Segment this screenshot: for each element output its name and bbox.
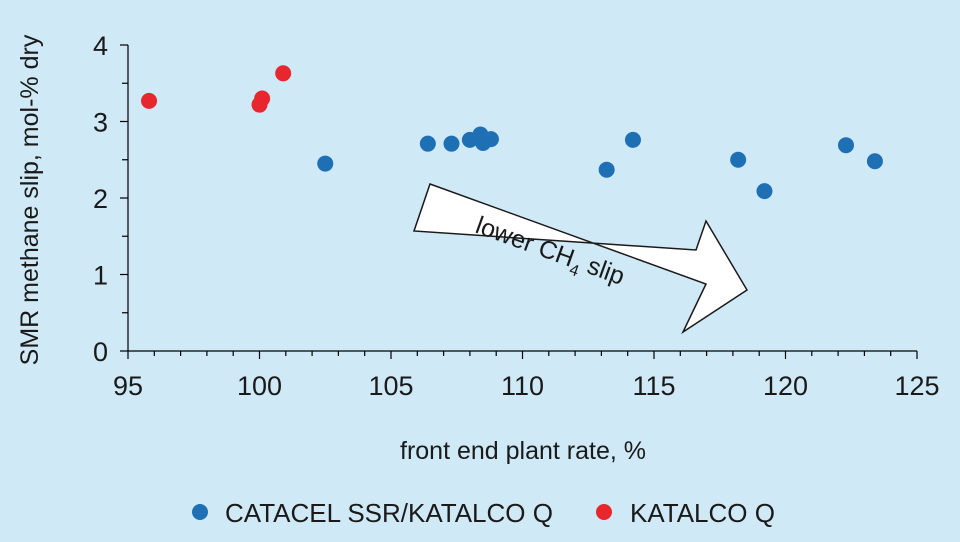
y-tick-label: 4 bbox=[93, 31, 108, 61]
annotation-arrow: lower CH4 slip bbox=[412, 183, 749, 335]
y-tick-label: 3 bbox=[93, 108, 108, 138]
legend-label: KATALCO Q bbox=[630, 498, 775, 528]
x-tick-label: 95 bbox=[113, 371, 143, 401]
x-tick-label: 125 bbox=[894, 371, 939, 401]
point-katalco-q bbox=[141, 92, 158, 109]
data-points bbox=[141, 65, 883, 200]
axes: 0 1 2 3 4 95 100 105 110 115 120 125 bbox=[93, 31, 940, 401]
point-katalco-q bbox=[275, 65, 292, 82]
x-tick-label: 100 bbox=[237, 371, 282, 401]
y-tick-label: 1 bbox=[93, 261, 108, 291]
legend-marker bbox=[192, 504, 208, 520]
x-tick-label: 105 bbox=[368, 371, 413, 401]
legend-label: CATACEL SSR/KATALCO Q bbox=[225, 498, 553, 528]
x-tick-label: 110 bbox=[501, 371, 544, 401]
point-catacel-ssr-katalco-q bbox=[598, 161, 615, 178]
y-tick-label: 2 bbox=[93, 184, 108, 214]
point-catacel-ssr-katalco-q bbox=[419, 135, 436, 152]
annotation-suffix: slip bbox=[577, 249, 628, 290]
x-axis-title: front end plant rate, % bbox=[400, 437, 646, 465]
point-katalco-q bbox=[254, 90, 271, 107]
point-catacel-ssr-katalco-q bbox=[730, 151, 747, 168]
y-tick-label: 0 bbox=[93, 337, 108, 367]
point-catacel-ssr-katalco-q bbox=[443, 135, 460, 152]
arrow-shape bbox=[412, 183, 749, 335]
x-tick-label: 120 bbox=[763, 371, 808, 401]
point-catacel-ssr-katalco-q bbox=[756, 183, 773, 200]
point-catacel-ssr-katalco-q bbox=[317, 155, 334, 172]
legend: CATACEL SSR/KATALCO Q KATALCO Q bbox=[192, 498, 775, 528]
point-catacel-ssr-katalco-q bbox=[482, 131, 499, 148]
point-catacel-ssr-katalco-q bbox=[866, 153, 883, 170]
point-catacel-ssr-katalco-q bbox=[837, 137, 854, 154]
point-catacel-ssr-katalco-q bbox=[624, 131, 641, 148]
y-axis-title: SMR methane slip, mol-% dry bbox=[16, 34, 44, 365]
annotation-label: lower CH4 slip bbox=[470, 211, 628, 295]
x-tick-label: 115 bbox=[632, 371, 675, 401]
legend-marker bbox=[596, 504, 612, 520]
